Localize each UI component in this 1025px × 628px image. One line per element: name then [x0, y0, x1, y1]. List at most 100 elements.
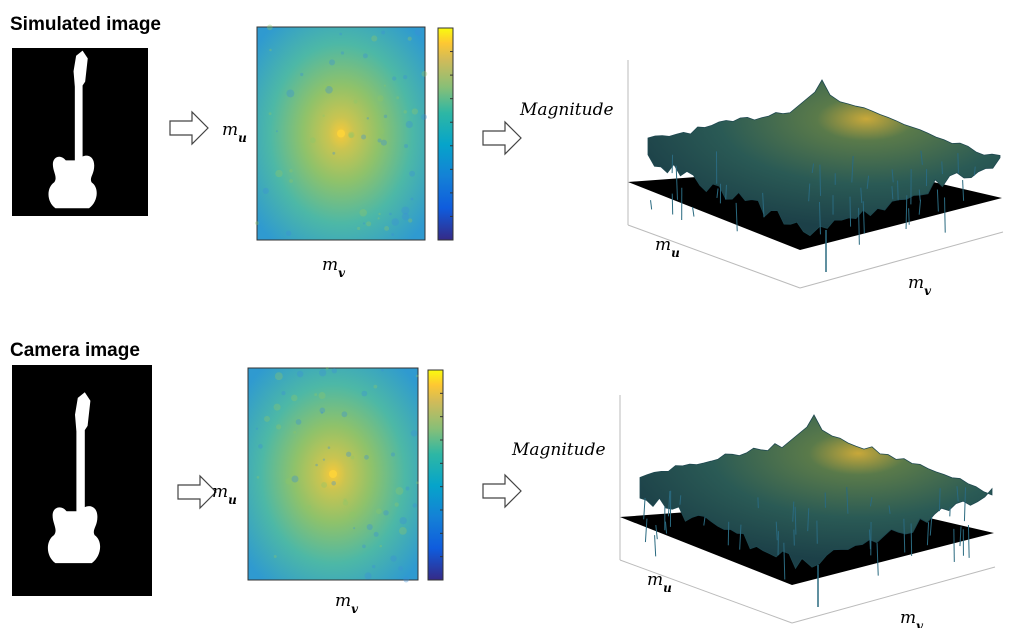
speckle: [274, 555, 277, 558]
speckle: [364, 455, 369, 460]
speckle: [342, 411, 348, 417]
speckle: [378, 213, 380, 215]
surface-spike: [655, 535, 656, 556]
symbol-sub: v: [338, 266, 346, 280]
magnitude-label: Magnitude: [519, 100, 614, 120]
speckle: [416, 481, 419, 484]
speckle: [269, 49, 272, 52]
speckle: [378, 128, 384, 134]
speckle: [415, 29, 422, 36]
symbol-base: m: [647, 570, 663, 590]
row-title: Simulated image: [10, 14, 161, 35]
speckle: [381, 31, 385, 35]
speckle: [328, 446, 331, 449]
speckle: [275, 170, 282, 177]
speckle: [329, 59, 335, 65]
speckle: [377, 95, 383, 101]
speckle: [269, 112, 272, 115]
surface-spike: [939, 488, 940, 511]
speckle: [389, 213, 392, 216]
speckle: [361, 391, 367, 397]
speckle: [343, 498, 346, 501]
symbol-sub: u: [671, 246, 680, 260]
speckle: [289, 169, 292, 172]
u-axis-label: mu: [212, 482, 237, 507]
speckle: [421, 114, 427, 120]
speckle: [331, 481, 336, 486]
speckle: [351, 456, 355, 460]
speckle: [374, 385, 378, 389]
speckle: [408, 218, 412, 222]
speckle: [263, 188, 269, 194]
magnitude-surface: [648, 80, 1000, 236]
speckle: [392, 218, 399, 225]
symbol-sub: u: [228, 493, 237, 507]
speckle: [257, 476, 260, 479]
symbol-base: m: [908, 273, 924, 293]
symbol-base: m: [222, 120, 238, 140]
speckle: [314, 393, 317, 396]
speckle: [391, 233, 394, 236]
speckle: [326, 367, 329, 370]
speckle: [367, 117, 369, 119]
speckle: [413, 503, 417, 507]
colorbar: [428, 370, 443, 580]
speckle: [357, 227, 360, 230]
speckle: [267, 24, 273, 30]
magnitude-label: Magnitude: [511, 440, 606, 460]
surface-plot: [620, 395, 995, 623]
speckle: [310, 137, 316, 143]
symbol-sub: v: [351, 602, 359, 616]
speckle: [322, 115, 324, 117]
speckle: [365, 572, 372, 579]
surface-u-label: mu: [655, 235, 680, 260]
speckle: [258, 444, 263, 449]
surface-spike: [945, 197, 946, 232]
speckle: [353, 527, 355, 529]
speckle: [286, 89, 294, 97]
speckle: [323, 85, 327, 89]
speckle: [411, 198, 414, 201]
speckle: [401, 206, 409, 214]
symbol-base: m: [322, 255, 338, 275]
speckle: [332, 368, 337, 373]
speckle: [296, 419, 302, 425]
surface-spike: [958, 153, 959, 173]
speckle: [396, 96, 399, 99]
speckle: [399, 517, 406, 524]
speckle: [354, 100, 358, 104]
speckle: [315, 464, 318, 467]
surface-v-label: mv: [900, 608, 924, 628]
speckle: [363, 53, 368, 58]
speckle: [286, 231, 291, 236]
speckle: [321, 412, 323, 414]
speckle: [363, 222, 365, 224]
speckle: [276, 424, 281, 429]
surface-v-label: mv: [908, 273, 932, 298]
speckle: [276, 130, 278, 132]
speckle: [390, 555, 396, 561]
speckle: [404, 110, 407, 113]
speckle: [349, 512, 355, 518]
colorbar: [438, 28, 453, 240]
symbol-sub: v: [916, 619, 924, 628]
arrow: [483, 475, 521, 507]
speckle: [399, 527, 407, 535]
speckle: [406, 121, 413, 128]
speckle: [384, 115, 387, 118]
speckle: [256, 428, 258, 430]
speckle: [383, 510, 388, 515]
speckle: [395, 502, 399, 506]
speckle: [341, 51, 344, 54]
speckle: [403, 577, 409, 583]
surface-spike: [850, 197, 851, 227]
speckle: [293, 431, 296, 434]
surface-spike: [898, 181, 899, 201]
surface-spike: [909, 208, 910, 225]
speckle: [391, 452, 395, 456]
symbol-sub: u: [663, 581, 672, 595]
v-axis-label: mv: [335, 591, 359, 616]
speckle: [339, 33, 342, 36]
speckle: [321, 482, 327, 488]
speckle: [372, 565, 375, 568]
